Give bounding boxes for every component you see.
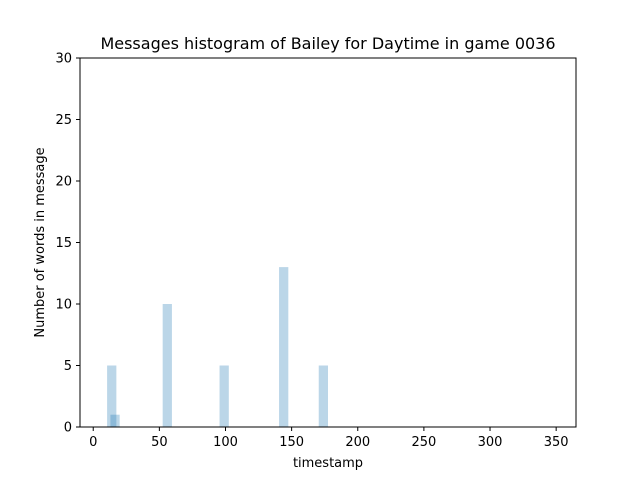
histogram-bar-1 bbox=[110, 414, 120, 427]
histogram-bar-0 bbox=[107, 365, 117, 427]
y-tick-label: 10 bbox=[55, 298, 72, 313]
histogram-bar-4 bbox=[279, 267, 289, 427]
x-tick-label: 200 bbox=[345, 435, 370, 450]
x-axis-label: timestamp bbox=[293, 456, 363, 471]
y-tick-label: 30 bbox=[55, 52, 72, 67]
y-axis: 0 5 10 15 20 25 30 bbox=[55, 52, 80, 436]
y-tick-label: 5 bbox=[64, 359, 72, 374]
histogram-bar-3 bbox=[219, 365, 229, 427]
x-tick-label: 150 bbox=[279, 435, 304, 450]
y-tick-label: 25 bbox=[55, 113, 72, 128]
y-tick-label: 0 bbox=[64, 421, 72, 436]
y-axis-label: Number of words in message bbox=[33, 147, 48, 337]
x-tick-label: 300 bbox=[478, 435, 503, 450]
histogram-bar-5 bbox=[318, 365, 328, 427]
y-tick-label: 15 bbox=[55, 236, 72, 251]
x-tick-label: 250 bbox=[411, 435, 436, 450]
x-tick-label: 50 bbox=[151, 435, 168, 450]
x-tick-label: 100 bbox=[213, 435, 238, 450]
x-axis: 0 50 100 150 200 250 300 350 bbox=[89, 427, 569, 450]
x-tick-label: 350 bbox=[544, 435, 569, 450]
histogram-bar-2 bbox=[162, 304, 172, 427]
bars-group bbox=[107, 267, 328, 427]
y-tick-label: 20 bbox=[55, 175, 72, 190]
x-tick-label: 0 bbox=[89, 435, 97, 450]
chart-title: Messages histogram of Bailey for Daytime… bbox=[100, 34, 555, 53]
